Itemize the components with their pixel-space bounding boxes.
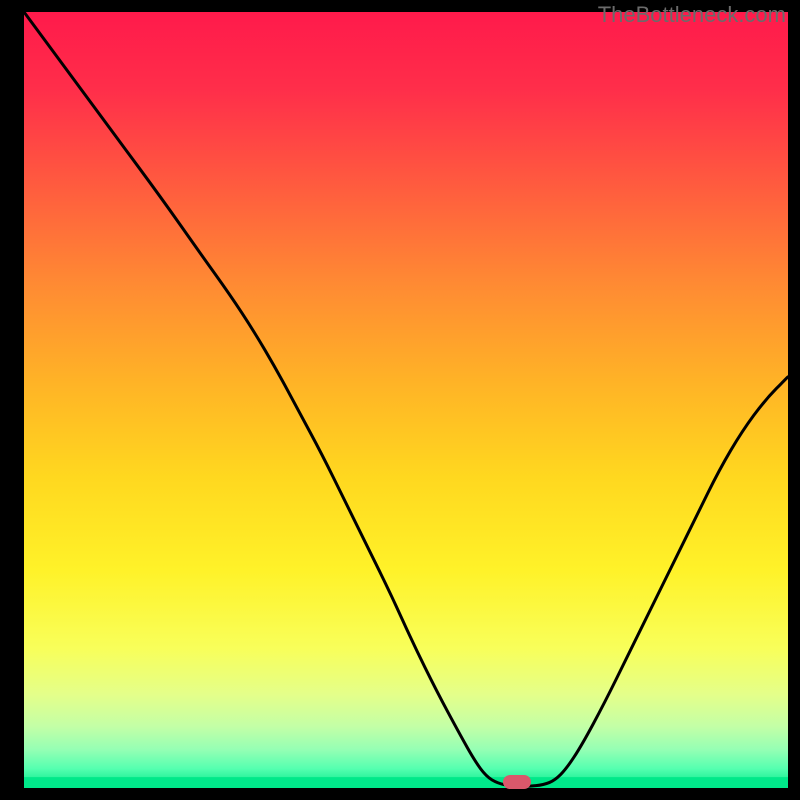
bottleneck-curve	[24, 12, 788, 788]
plot-area	[24, 12, 788, 788]
chart-frame: TheBottleneck.com	[0, 0, 800, 800]
watermark-text: TheBottleneck.com	[598, 2, 786, 28]
optimal-marker	[503, 775, 531, 789]
